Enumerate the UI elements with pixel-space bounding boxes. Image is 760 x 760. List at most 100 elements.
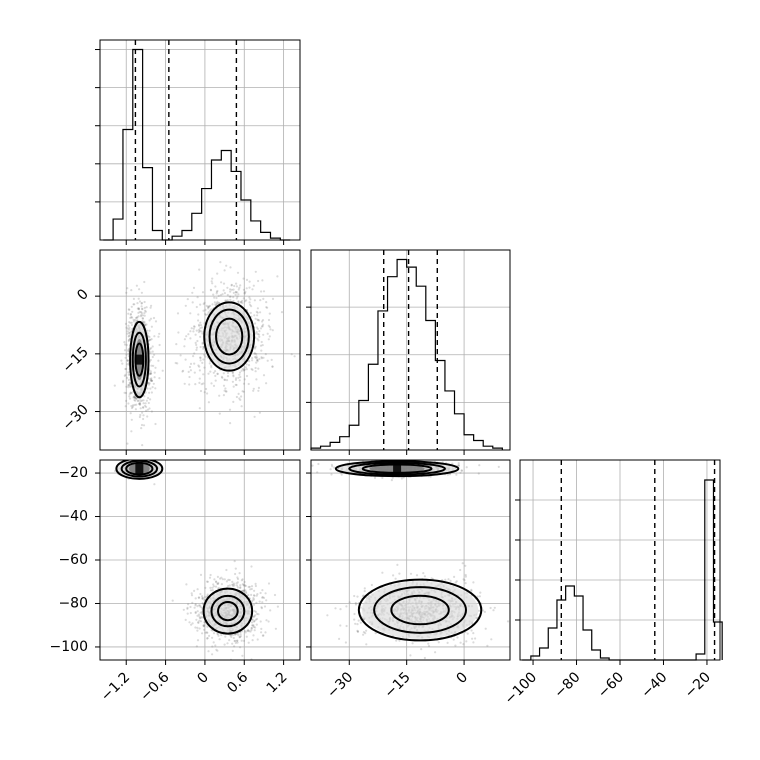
scatter-p0-p1-point (211, 282, 214, 285)
scatter-p1-p2-point (497, 465, 500, 468)
scatter-p0-p1-point (202, 302, 205, 306)
scatter-p0-p1-point (238, 245, 240, 247)
scatter-p0-p2-point (249, 588, 252, 591)
scatter-p0-p1-point (223, 292, 226, 295)
scatter-p0-p2-point (253, 615, 256, 618)
scatter-p0-p1-point (134, 399, 137, 402)
scatter-p0-p1-point (136, 307, 139, 310)
scatter-p1-p2-point (524, 598, 526, 600)
scatter-p0-p2-point (254, 582, 257, 586)
scatter-p0-p1-point (271, 297, 275, 300)
scatter-p0-p1-density (113, 245, 296, 447)
scatter-p0-p1-point (235, 297, 238, 300)
scatter-p0-p1-point (123, 391, 126, 394)
scatter-p0-p2-point (236, 639, 239, 643)
scatter-p1-p2-point (370, 583, 373, 587)
scatter-p0-p1-point (149, 358, 152, 362)
scatter-p0-p1-point (216, 272, 219, 275)
scatter-p0-p2-point (217, 587, 220, 590)
scatter-p0-p1-point (140, 314, 143, 317)
scatter-p0-p1-point (216, 372, 219, 376)
scatter-p0-p1-point (154, 366, 157, 369)
scatter-p0-p2-point (190, 623, 193, 626)
scatter-p0-p2-point (236, 633, 239, 636)
scatter-p0-p1-point (131, 310, 134, 313)
scatter-p0-p1-point (233, 284, 236, 288)
scatter-p0-p1-point (125, 385, 128, 388)
scatter-p0-p1-point (248, 286, 251, 289)
scatter-p0-p2-point (206, 637, 209, 640)
scatter-p0-p1-point (237, 300, 240, 303)
scatter-p0-p1-point (193, 325, 196, 328)
scatter-p1-p2-point (334, 607, 337, 610)
scatter-p0-p1-point (143, 320, 146, 323)
scatter-p0-p2-point (252, 598, 256, 601)
scatter-p0-p1-blob-1-shade (205, 304, 253, 369)
scatter-p1-p2-panel: −30 −15 0 (306, 459, 526, 701)
scatter-p0-p2-point (215, 648, 218, 651)
scatter-p0-p1-point (149, 372, 152, 376)
scatter-p0-p1-point (197, 331, 201, 334)
scatter-p0-p1-point (145, 405, 148, 408)
scatter-p0-p1-point (255, 355, 258, 358)
scatter-p0-p1-point (147, 383, 151, 386)
scatter-p0-p1-point (132, 395, 136, 398)
scatter-p0-p2-point (208, 634, 211, 638)
scatter-p0-p1-point (147, 335, 150, 338)
scatter-p0-p1-point (232, 374, 235, 377)
scatter-p0-p1-point (145, 399, 148, 402)
scatter-p0-p1-point (136, 316, 139, 319)
scatter-p0-p1-point (147, 382, 150, 385)
scatter-p1-p2-point (448, 473, 452, 476)
scatter-p0-p1-point (138, 403, 142, 406)
scatter-p0-p1-point (204, 308, 207, 311)
scatter-p0-p1-point (199, 327, 202, 330)
scatter-p0-p1-point (259, 344, 263, 347)
scatter-p0-p1-point (276, 275, 279, 278)
scatter-p0-p1-point (149, 306, 152, 309)
scatter-p0-p1-point (254, 317, 257, 320)
scatter-p0-p1-point (133, 395, 136, 398)
scatter-p0-p1-point (206, 392, 209, 395)
scatter-p0-p1-point (197, 323, 201, 326)
scatter-p0-p2-point (203, 624, 206, 627)
scatter-p0-p1-point (137, 399, 140, 402)
scatter-p0-p1-point (150, 391, 153, 394)
scatter-p0-p2-blob-1-contour-1 (210, 594, 246, 628)
scatter-p0-p1-point (189, 337, 192, 340)
scatter-p0-p1-point (150, 304, 153, 307)
scatter-p0-p2-point (252, 625, 255, 629)
scatter-p0-p1-point (238, 373, 241, 376)
scatter-p1-p2-point (477, 472, 480, 475)
scatter-p0-p1-point (153, 376, 156, 379)
scatter-p0-p2-point (235, 582, 238, 585)
scatter-p0-p2-point (217, 634, 220, 637)
scatter-p0-p1-point (132, 318, 135, 321)
scatter-p0-p1-point (130, 323, 133, 327)
scatter-p0-p2-xtick-label-2: 0 (194, 669, 212, 687)
scatter-p0-p2-point (202, 624, 205, 628)
scatter-p0-p1-point (248, 280, 251, 283)
scatter-p0-p1-point (199, 356, 202, 360)
scatter-p0-p2-point (184, 618, 187, 622)
scatter-p0-p1-point (256, 307, 259, 310)
scatter-p1-p2-point (365, 643, 368, 646)
scatter-p0-p1-point (253, 352, 256, 355)
scatter-p0-p1-point (133, 396, 136, 399)
scatter-p0-p1-point (126, 363, 129, 366)
scatter-p0-p1-point (123, 349, 127, 352)
scatter-p0-p2-point (244, 584, 247, 587)
scatter-p0-p1-point (128, 326, 131, 329)
scatter-p0-p2-point (142, 456, 144, 458)
scatter-p0-p1-point (225, 379, 229, 382)
scatter-p0-p2-point (235, 584, 239, 587)
scatter-p0-p1-point (137, 297, 140, 300)
scatter-p0-p1-point (262, 333, 265, 336)
scatter-p0-p2-point (242, 583, 245, 587)
scatter-p1-p2-blob-0-contour-0 (361, 463, 433, 474)
scatter-p0-p2-point (210, 629, 213, 632)
scatter-p0-p1-point (265, 306, 268, 309)
scatter-p0-p2-point (236, 581, 239, 584)
scatter-p0-p1-point (255, 356, 259, 359)
scatter-p0-p2-point (256, 638, 259, 641)
